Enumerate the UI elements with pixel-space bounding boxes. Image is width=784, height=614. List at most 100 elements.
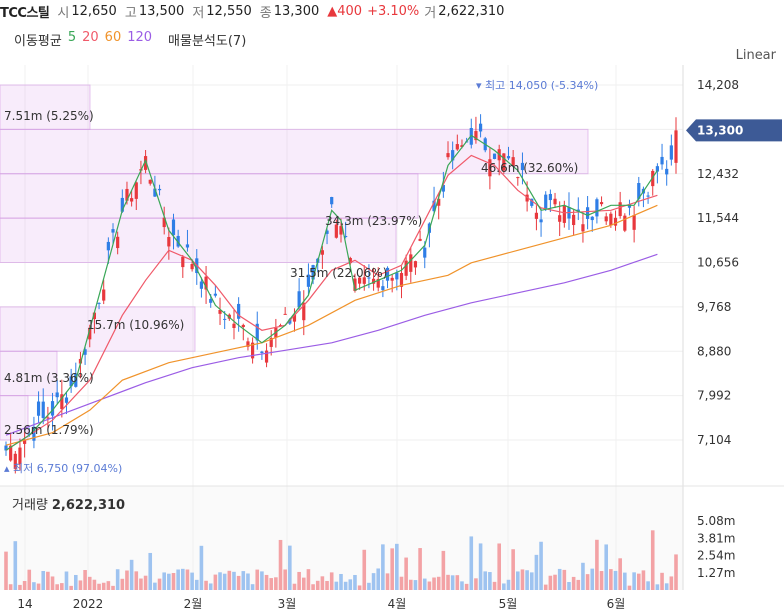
volume-bar [157,578,162,590]
volume-bar [55,584,59,590]
candle-body [353,278,357,291]
candle-body [232,323,236,328]
candle-body [190,264,194,270]
candle-body [41,401,45,418]
candle-body [506,156,511,159]
high-label: 고 [124,5,137,21]
candle-body [627,204,632,208]
current-price-label: 13,300 [697,123,743,137]
time-tick-label: 2월 [184,597,203,611]
candle-body [474,131,478,141]
price-tick-label: 14,208 [697,78,739,92]
candle-body [306,274,311,287]
volume-bar [334,581,339,590]
candle-body [148,179,152,184]
volume-profile-label: 46.6m (32.60%) [481,161,578,175]
volume-tick-label: 2.54m [697,549,735,563]
volume-bar [125,570,129,590]
volume-bar [650,530,655,590]
candle-body [23,439,27,444]
candle-body [553,198,557,205]
volume-bar [395,543,399,590]
volume-profile-bar [0,306,196,352]
candle-body [576,209,580,212]
volume-bar [362,549,367,590]
volume-panel-bg [0,486,683,590]
candle-body [111,229,115,233]
candle-body [455,144,459,150]
candle-body [604,216,608,222]
volume-bar [320,576,325,590]
volume-bar [413,580,418,590]
high-value: 13,500 [138,3,185,19]
price-tick-label: 8,880 [697,344,731,358]
volume-bar [250,584,255,590]
candle-body [334,224,338,238]
candle-body [269,337,273,347]
price-tick-label: 12,432 [697,167,739,181]
volume-bar [404,557,408,590]
volume-bar [432,577,436,590]
candle-body [223,318,227,320]
candle-body [134,182,138,199]
ma60-line [5,204,658,446]
close-label: 종 [259,5,272,21]
volume-bar [553,574,557,590]
volume-bar [664,583,669,590]
candle-body [218,310,222,314]
volume-bar [232,571,236,590]
candle-body [595,199,599,217]
volume-bar [148,552,153,590]
candle-body [395,272,399,280]
candle-body [69,376,73,387]
candle-body [130,198,134,202]
candle-body [97,302,101,304]
ma-legend[interactable]: 이동평균 5 20 60 120 매물분석도(7) [14,30,252,49]
price-tick-label: 7,104 [697,433,731,447]
volume-bar [502,583,506,590]
scale-toggle-button[interactable]: Linear [735,48,776,63]
candle-body [181,256,185,268]
volume-bar [567,582,571,590]
candle-body [88,327,92,340]
volume-panel-value: 2,622,310 [51,498,126,513]
volume-bar [557,568,562,590]
candle-body [278,325,283,327]
volume-bar [627,585,632,590]
candle-body [204,276,208,290]
volume-bar [618,558,622,590]
volume-bar [543,584,548,590]
volume-bar [274,577,278,590]
volume-bar [101,582,106,590]
candle-body [665,168,669,175]
candle-body [492,153,497,159]
candle-body [302,302,306,321]
volume-profile-label: 7.51m (5.25%) [4,109,94,123]
volume-bar [529,572,534,590]
volume-bar [492,581,497,590]
volume-tick-label: 1.27m [697,566,735,580]
volume-bar [511,549,515,590]
volume-bar [115,569,120,590]
volume-bar [199,545,204,590]
volume-bar [171,573,176,590]
candle-body [325,230,329,234]
candle-body [460,145,464,148]
volume-bar [604,544,609,590]
volume-bar [520,569,525,590]
volume-bar [636,573,641,590]
volume-bar [83,570,87,590]
candle-body [153,188,157,197]
volume-profile-label: 15.7m (10.96%) [87,318,184,332]
volume-bar [581,562,585,590]
volume-bar [204,580,208,590]
candle-body [92,312,97,320]
volume-bar [329,572,334,590]
volume-bar [599,571,604,590]
volume-bar [613,570,618,590]
candle-body [102,289,106,301]
candle-body [539,219,543,223]
volume-bar [60,583,64,590]
volume-bar [571,576,576,590]
